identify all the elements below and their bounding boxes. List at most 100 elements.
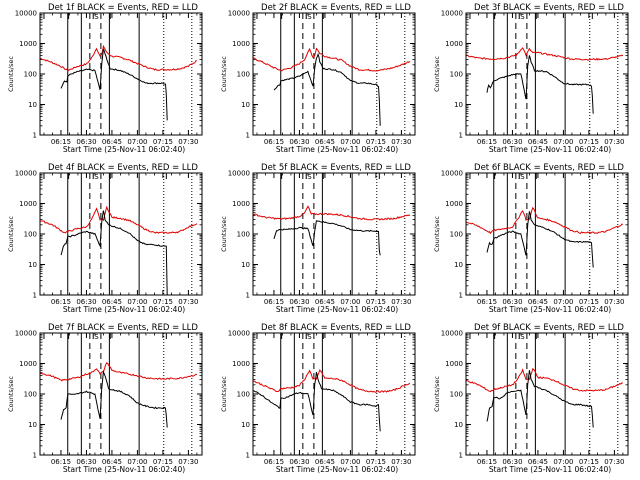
y-tick-label: 100 [450, 231, 463, 239]
y-tick-label: 1000 [232, 40, 250, 48]
x-tick-label: 06:15 [51, 458, 71, 466]
chart-title: Det 1f BLACK = Events, RED = LLD [48, 3, 198, 13]
y-tick-label: 10 [454, 421, 463, 429]
y-tick-label: 100 [237, 71, 250, 79]
interval-marker-E [469, 172, 476, 179]
series-line-lld [466, 206, 623, 235]
x-tick-label: 07:00 [127, 138, 147, 146]
interval-label-S: S [520, 173, 525, 181]
detector-panel-8: Det 8f BLACK = Events, RED = LLD Counts/s… [213, 320, 426, 480]
y-tick-label: 1 [33, 292, 37, 300]
y-tick-label: 1000 [232, 360, 250, 368]
interval-marker-E [43, 172, 50, 179]
y-tick-label: 10000 [228, 330, 250, 338]
x-tick-label: 06:30 [502, 138, 522, 146]
y-tick-label: 10000 [15, 330, 37, 338]
series-line-events [253, 371, 381, 432]
x-tick-label: 07:30 [604, 458, 624, 466]
interval-label-S: S [94, 333, 99, 341]
x-tick-label: 06:45 [528, 458, 548, 466]
series-line-events [60, 210, 168, 295]
y-axis-label: Counts/sec [7, 216, 15, 252]
series-line-lld [466, 367, 623, 393]
x-tick-label: 07:30 [604, 138, 624, 146]
plot-frame [465, 332, 629, 456]
plot-frame [465, 12, 629, 136]
interval-marker-E [43, 12, 50, 19]
plot-frame [252, 332, 416, 456]
chart-svg: Det 7f BLACK = Events, RED = LLD Counts/s… [7, 323, 203, 474]
interval-marker-I [322, 12, 330, 19]
x-tick-label: 06:45 [102, 458, 122, 466]
y-tick-label: 10000 [441, 170, 463, 178]
interval-label-S: S [94, 173, 99, 181]
x-tick-label: 07:15 [153, 298, 173, 306]
x-tick-label: 06:15 [477, 298, 497, 306]
y-axis-label: Counts/sec [7, 376, 15, 412]
interval-marker-I [322, 332, 330, 339]
x-tick-label: 07:30 [391, 298, 411, 306]
y-axis-label: Counts/sec [220, 376, 228, 412]
detector-panel-3: Det 3f BLACK = Events, RED = LLD Counts/s… [426, 0, 639, 160]
interval-marker-I [535, 172, 543, 179]
y-tick-label: 1 [459, 132, 463, 140]
x-tick-label: 07:00 [553, 458, 573, 466]
interval-label-S: S [307, 13, 312, 21]
chart-title: Det 8f BLACK = Events, RED = LLD [261, 323, 411, 333]
y-tick-label: 10 [454, 261, 463, 269]
series-line-events [273, 52, 381, 126]
y-tick-label: 1 [246, 132, 250, 140]
chart-title: Det 7f BLACK = Events, RED = LLD [48, 323, 198, 333]
x-tick-label: 07:15 [579, 298, 599, 306]
plot-frame [465, 172, 629, 296]
y-tick-label: 10000 [441, 330, 463, 338]
chart-title: Det 6f BLACK = Events, RED = LLD [474, 163, 624, 173]
detector-panel-5: Det 5f BLACK = Events, RED = LLD Counts/s… [213, 160, 426, 320]
x-tick-label: 06:45 [528, 298, 548, 306]
y-tick-label: 1 [33, 452, 37, 460]
x-tick-label: 06:15 [264, 458, 284, 466]
series-line-events [486, 211, 594, 268]
y-tick-label: 1000 [19, 40, 37, 48]
series-line-events [486, 370, 594, 428]
y-tick-label: 10 [241, 101, 250, 109]
y-tick-label: 100 [450, 391, 463, 399]
y-axis-label: Counts/sec [220, 216, 228, 252]
x-tick-label: 07:15 [366, 138, 386, 146]
plot-frame [252, 172, 416, 296]
x-tick-label: 07:15 [579, 138, 599, 146]
interval-marker-I [322, 172, 330, 179]
detector-panel-2: Det 2f BLACK = Events, RED = LLD Counts/s… [213, 0, 426, 160]
chart-svg: Det 2f BLACK = Events, RED = LLD Counts/s… [220, 3, 416, 154]
interval-label-S: S [307, 333, 312, 341]
x-axis-label: Start Time (25-Nov-11 06:02:40) [63, 305, 185, 314]
y-tick-label: 1000 [232, 200, 250, 208]
x-axis-label: Start Time (25-Nov-11 06:02:40) [489, 465, 611, 474]
x-tick-label: 06:15 [51, 298, 71, 306]
chart-svg: Det 9f BLACK = Events, RED = LLD Counts/s… [433, 323, 629, 474]
x-tick-label: 06:45 [528, 138, 548, 146]
y-tick-label: 1000 [445, 200, 463, 208]
x-tick-label: 07:00 [340, 298, 360, 306]
plot-frame [39, 332, 203, 456]
chart-svg: Det 8f BLACK = Events, RED = LLD Counts/s… [220, 323, 416, 474]
interval-label-S: S [94, 13, 99, 21]
series-line-lld [40, 362, 198, 382]
interval-marker-E [469, 332, 476, 339]
y-tick-label: 100 [450, 71, 463, 79]
y-axis-label: Counts/sec [220, 56, 228, 92]
x-axis-label: Start Time (25-Nov-11 06:02:40) [489, 305, 611, 314]
chart-title: Det 2f BLACK = Events, RED = LLD [261, 3, 411, 13]
y-tick-label: 1000 [445, 360, 463, 368]
x-tick-label: 07:30 [178, 138, 198, 146]
x-tick-label: 06:30 [502, 458, 522, 466]
chart-svg: Det 1f BLACK = Events, RED = LLD Counts/s… [7, 3, 203, 154]
x-tick-label: 06:30 [289, 298, 309, 306]
interval-marker-I [535, 332, 543, 339]
plot-frame [39, 12, 203, 136]
interval-marker-E [256, 332, 263, 339]
interval-marker-I [109, 332, 117, 339]
chart-svg: Det 5f BLACK = Events, RED = LLD Counts/s… [220, 163, 416, 314]
x-axis-label: Start Time (25-Nov-11 06:02:40) [489, 145, 611, 154]
y-tick-label: 10 [241, 261, 250, 269]
